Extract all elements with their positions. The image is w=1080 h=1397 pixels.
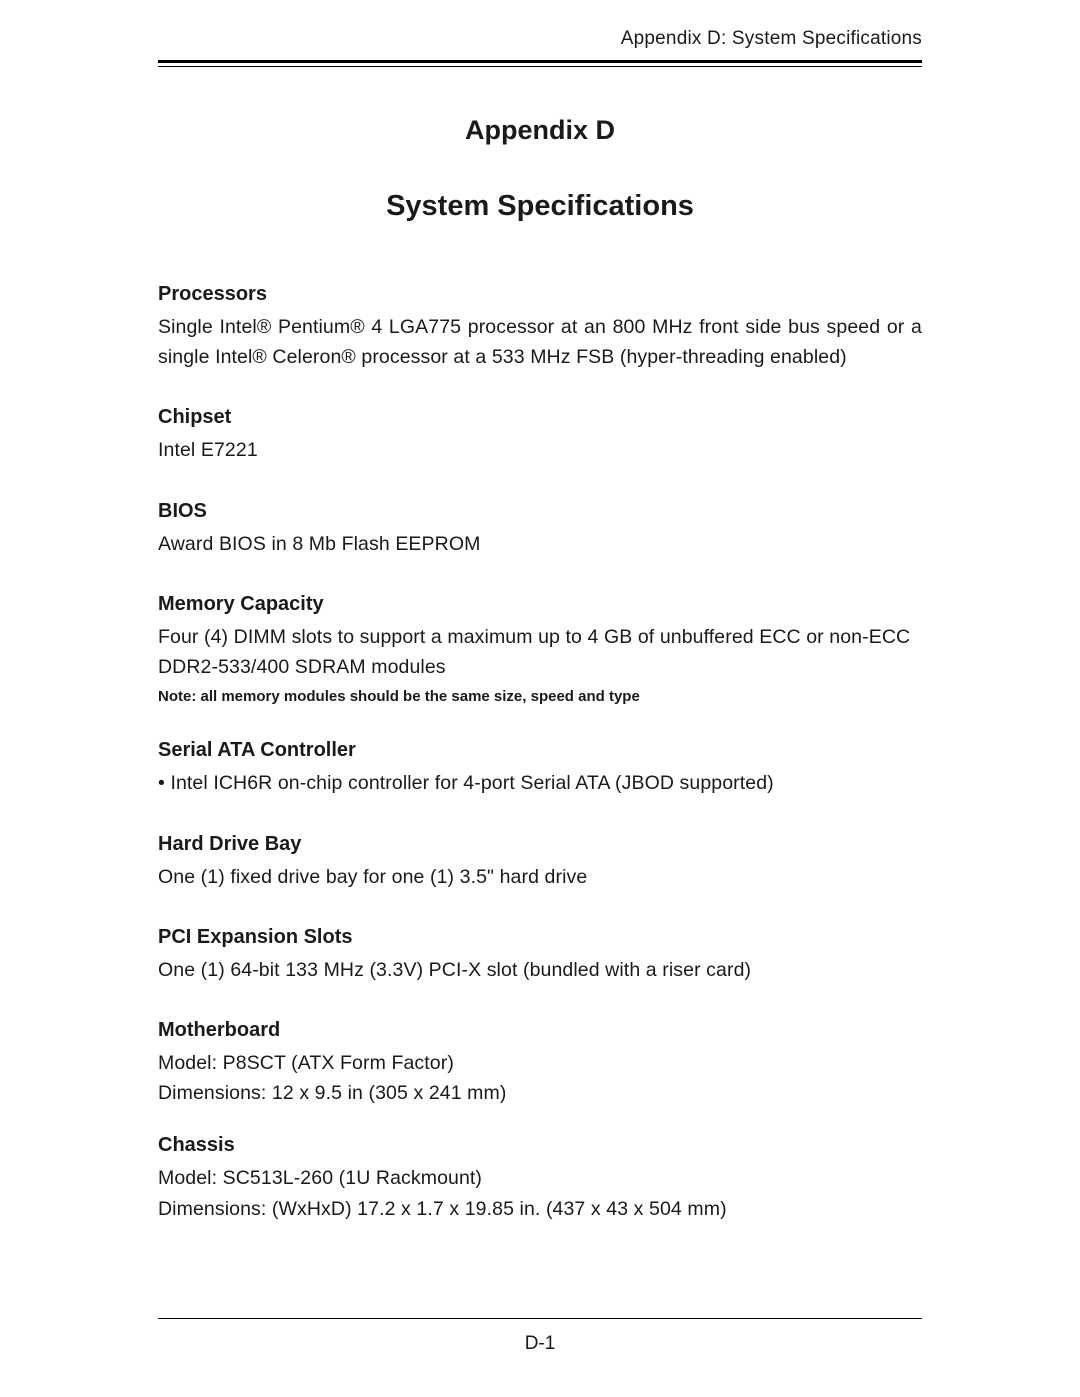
section-pci: PCI Expansion Slots One (1) 64-bit 133 M…: [158, 926, 922, 985]
body-memory: Four (4) DIMM slots to support a maximum…: [158, 622, 922, 682]
body-bios: Award BIOS in 8 Mb Flash EEPROM: [158, 529, 922, 559]
note-memory: Note: all memory modules should be the s…: [158, 688, 922, 705]
body-drivebay: One (1) fixed drive bay for one (1) 3.5"…: [158, 862, 922, 892]
heading-chassis: Chassis: [158, 1134, 922, 1157]
section-motherboard: Motherboard Model: P8SCT (ATX Form Facto…: [158, 1019, 922, 1108]
heading-sata: Serial ATA Controller: [158, 739, 922, 762]
body-chassis-line1: Model: SC513L-260 (1U Rackmount): [158, 1163, 922, 1193]
body-motherboard-line2: Dimensions: 12 x 9.5 in (305 x 241 mm): [158, 1078, 922, 1108]
body-processors: Single Intel® Pentium® 4 LGA775 processo…: [158, 312, 922, 372]
heading-bios: BIOS: [158, 500, 922, 523]
heading-chipset: Chipset: [158, 406, 922, 429]
body-motherboard-line1: Model: P8SCT (ATX Form Factor): [158, 1048, 922, 1078]
heading-memory: Memory Capacity: [158, 593, 922, 616]
section-chassis: Chassis Model: SC513L-260 (1U Rackmount)…: [158, 1134, 922, 1223]
heading-pci: PCI Expansion Slots: [158, 926, 922, 949]
heading-processors: Processors: [158, 283, 922, 306]
body-chassis-line2: Dimensions: (WxHxD) 17.2 x 1.7 x 19.85 i…: [158, 1194, 922, 1224]
appendix-title: Appendix D: [158, 115, 922, 146]
section-drivebay: Hard Drive Bay One (1) fixed drive bay f…: [158, 833, 922, 892]
body-sata: • Intel ICH6R on-chip controller for 4-p…: [158, 768, 922, 798]
body-pci: One (1) 64-bit 133 MHz (3.3V) PCI-X slot…: [158, 955, 922, 985]
page-title: System Specifications: [158, 190, 922, 223]
title-block: Appendix D System Specifications: [158, 115, 922, 223]
section-bios: BIOS Award BIOS in 8 Mb Flash EEPROM: [158, 500, 922, 559]
running-header: Appendix D: System Specifications: [158, 28, 922, 50]
document-page: Appendix D: System Specifications Append…: [0, 0, 1080, 1397]
heading-motherboard: Motherboard: [158, 1019, 922, 1042]
section-memory: Memory Capacity Four (4) DIMM slots to s…: [158, 593, 922, 705]
body-chipset: Intel E7221: [158, 435, 922, 465]
section-sata: Serial ATA Controller • Intel ICH6R on-c…: [158, 739, 922, 798]
page-number: D-1: [0, 1333, 1080, 1355]
heading-drivebay: Hard Drive Bay: [158, 833, 922, 856]
section-chipset: Chipset Intel E7221: [158, 406, 922, 465]
section-processors: Processors Single Intel® Pentium® 4 LGA7…: [158, 283, 922, 372]
footer-rule: [158, 1318, 922, 1319]
header-double-rule: [158, 60, 922, 67]
